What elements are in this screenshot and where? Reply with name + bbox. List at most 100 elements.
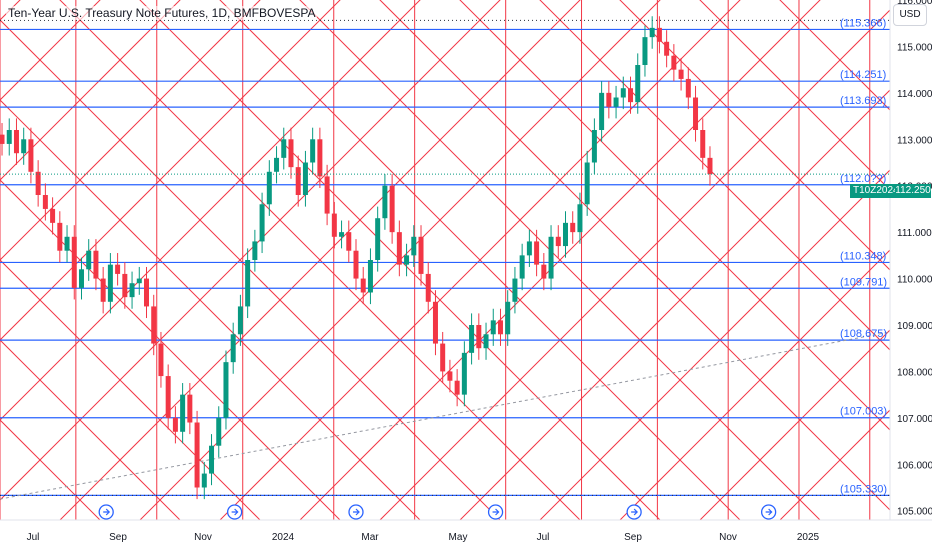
candle-body xyxy=(187,394,193,423)
time-tick-label: 2025 xyxy=(797,532,820,543)
currency-button[interactable]: USD xyxy=(893,4,927,26)
level-label: (112.0??) xyxy=(840,173,886,185)
level-label: (115.366) xyxy=(840,17,886,29)
trend-line xyxy=(0,331,890,500)
candle-body xyxy=(129,283,135,298)
candle-body xyxy=(57,222,63,251)
gann-down-line xyxy=(459,0,890,431)
gann-up-line xyxy=(219,0,741,520)
last-price-tag: 112.250 xyxy=(895,184,931,198)
candle-body xyxy=(642,37,648,65)
price-tick-label: 105.000 xyxy=(897,507,932,518)
gann-down-line xyxy=(59,0,581,520)
candle-body xyxy=(512,278,518,302)
candle-body xyxy=(21,139,27,154)
chart-title: Ten-Year U.S. Treasury Note Futures, 1D,… xyxy=(6,6,318,20)
candle-body xyxy=(100,278,106,302)
event-arrow-icon xyxy=(231,508,239,516)
candle-body xyxy=(6,130,12,144)
candle-body xyxy=(584,162,590,205)
candle-body xyxy=(71,236,77,288)
level-label: (110.348) xyxy=(840,250,886,262)
gann-up-line xyxy=(139,0,661,520)
gann-up-line xyxy=(0,0,341,341)
symbol-tag: T10Z2024 xyxy=(850,184,902,198)
candle-body xyxy=(50,208,56,223)
time-tick-label: Nov xyxy=(719,532,737,543)
candle-body xyxy=(223,362,229,418)
candle-body xyxy=(606,92,612,107)
gann-down-line xyxy=(0,259,261,520)
gann-up-line xyxy=(0,0,101,101)
gann-up-line xyxy=(619,249,890,520)
candle-body xyxy=(570,222,576,233)
time-tick-label: 2024 xyxy=(272,532,295,543)
candle-body xyxy=(136,278,142,284)
gann-down-line xyxy=(619,0,890,271)
candle-body xyxy=(519,255,525,279)
candle-body xyxy=(302,162,308,195)
gann-up-line xyxy=(699,329,890,520)
time-tick-label: Jul xyxy=(27,532,40,543)
candle-body xyxy=(360,278,366,293)
gann-up-line xyxy=(379,9,890,520)
level-label: (107.003) xyxy=(840,406,887,418)
time-tick-label: Mar xyxy=(361,532,379,543)
event-arrow-icon xyxy=(103,508,111,516)
level-label: (114.251) xyxy=(840,69,886,81)
candle-body xyxy=(685,78,691,98)
gann-up-line xyxy=(0,0,181,181)
candle-body xyxy=(310,139,316,163)
gann-up-line xyxy=(0,0,421,421)
gann-down-line xyxy=(139,0,661,520)
gann-up-line xyxy=(0,0,501,501)
event-arrow-icon xyxy=(631,508,638,516)
candle-body xyxy=(454,380,460,395)
candle-body xyxy=(613,97,619,107)
candle-body xyxy=(144,278,150,307)
candle-body xyxy=(656,27,662,42)
candle-body xyxy=(28,139,34,172)
candle-body xyxy=(122,273,128,298)
candle-body xyxy=(404,255,410,265)
price-tick-label: 113.000 xyxy=(897,135,932,146)
candle-body xyxy=(411,236,417,256)
candle-body xyxy=(425,273,431,302)
gann-down-line xyxy=(379,0,890,511)
gann-down-line xyxy=(0,419,101,520)
candle-body xyxy=(42,195,48,209)
price-tick-label: 109.000 xyxy=(897,321,932,332)
gann-up-line xyxy=(0,0,21,21)
candle-body xyxy=(259,204,265,242)
candle-body xyxy=(245,260,251,307)
candle-body xyxy=(432,301,438,344)
candle-body xyxy=(693,97,699,130)
candle-body xyxy=(115,264,121,274)
candle-body xyxy=(497,320,503,335)
candle-body xyxy=(671,55,677,70)
candle-body xyxy=(64,236,70,251)
candle-body xyxy=(331,213,337,237)
candle-body xyxy=(548,236,554,279)
candle-body xyxy=(534,241,540,265)
price-tick-label: 111.000 xyxy=(897,228,932,239)
price-tick-label: 106.000 xyxy=(897,460,932,471)
candle-body xyxy=(562,222,568,247)
gann-up-line xyxy=(459,89,890,520)
price-tick-label: 115.000 xyxy=(897,42,932,53)
candle-body xyxy=(591,130,597,163)
candle-body xyxy=(555,236,561,247)
time-tick-label: Sep xyxy=(109,532,127,543)
candle-body xyxy=(353,250,359,279)
candle-body xyxy=(678,69,684,79)
candle-body xyxy=(209,445,215,474)
gann-down-line xyxy=(0,99,421,520)
candle-body xyxy=(216,417,222,446)
candle-body xyxy=(237,306,243,335)
price-tick-label: 114.000 xyxy=(897,89,932,100)
time-tick-label: Jul xyxy=(537,532,550,543)
level-label: (113.693) xyxy=(840,95,886,107)
plot-area xyxy=(0,0,890,520)
gann-up-line xyxy=(0,0,261,261)
